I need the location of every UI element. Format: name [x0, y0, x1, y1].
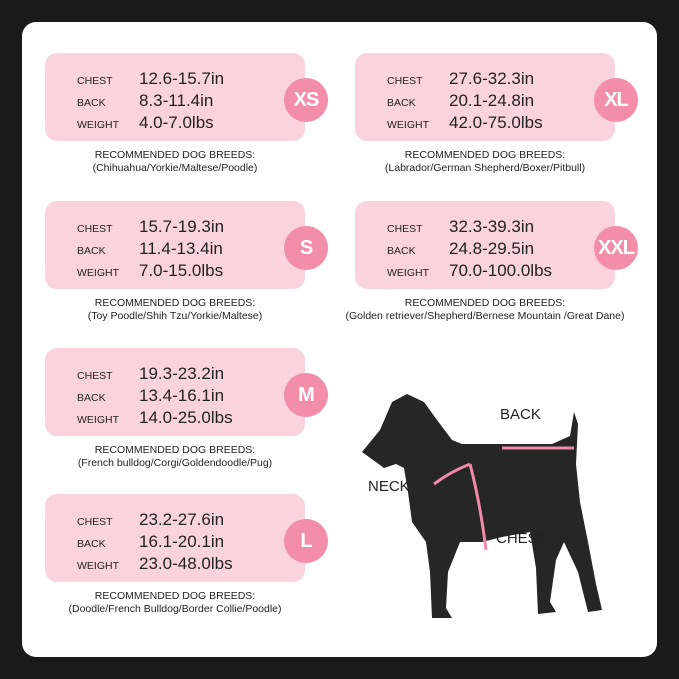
recommended-heading: RECOMMENDED DOG BREEDS:: [94, 590, 256, 602]
back-label: BACK: [77, 392, 106, 404]
chest-row: CHEST 27.6-32.3in: [387, 67, 597, 89]
back-value: 20.1-24.8in: [449, 91, 535, 110]
chest-value: 23.2-27.6in: [139, 510, 225, 529]
size-box: CHEST 12.6-15.7in BACK 8.3-11.4in WEIGHT 4.0-…: [45, 53, 305, 141]
chest-value: 27.6-32.3in: [449, 69, 535, 88]
chest-label: CHEST: [387, 223, 423, 235]
back-value: 11.4-13.4in: [139, 239, 223, 258]
recommended-heading: RECOMMENDED DOG BREEDS:: [404, 297, 566, 309]
weight-row: WEIGHT 7.0-15.0lbs: [77, 259, 287, 281]
chest-row: CHEST 19.3-23.2in: [77, 362, 287, 384]
chest-label: CHEST: [496, 530, 547, 547]
weight-value: 7.0-15.0lbs: [139, 261, 224, 280]
recommended-breeds: RECOMMENDED DOG BREEDS: (Toy Poodle/Shih …: [25, 297, 325, 323]
breeds-list: (Doodle/French Bulldog/Border Collie/Poo…: [68, 603, 282, 615]
weight-label: WEIGHT: [387, 267, 429, 279]
weight-row: WEIGHT 14.0-25.0lbs: [77, 406, 287, 428]
chest-value: 12.6-15.7in: [139, 69, 225, 88]
back-label: BACK: [77, 538, 106, 550]
recommended-heading: RECOMMENDED DOG BREEDS:: [94, 444, 256, 456]
weight-row: WEIGHT 23.0-48.0lbs: [77, 552, 287, 574]
recommended-heading: RECOMMENDED DOG BREEDS:: [94, 149, 256, 161]
weight-label: WEIGHT: [77, 267, 119, 279]
weight-label: WEIGHT: [77, 119, 119, 131]
back-label: BACK: [77, 97, 106, 109]
dog-silhouette: [362, 394, 602, 618]
back-value: 13.4-16.1in: [139, 386, 225, 405]
back-row: BACK 8.3-11.4in: [77, 89, 287, 111]
weight-value: 42.0-75.0lbs: [449, 113, 543, 132]
size-badge: XL: [594, 78, 638, 122]
size-badge: L: [284, 519, 328, 563]
back-row: BACK 11.4-13.4in: [77, 237, 287, 259]
size-box: CHEST 15.7-19.3in BACK 11.4-13.4in WEIGHT 7.0…: [45, 201, 305, 289]
chest-value: 19.3-23.2in: [139, 364, 225, 383]
chest-row: CHEST 32.3-39.3in: [387, 215, 597, 237]
chest-label: CHEST: [77, 223, 113, 235]
weight-value: 14.0-25.0lbs: [139, 408, 233, 427]
size-box: CHEST 19.3-23.2in BACK 13.4-16.1in WEIGHT 14.…: [45, 348, 305, 436]
size-box: CHEST 27.6-32.3in BACK 20.1-24.8in WEIGHT 42.…: [355, 53, 615, 141]
recommended-breeds: RECOMMENDED DOG BREEDS: (French bulldog/C…: [25, 444, 325, 470]
chest-label: CHEST: [77, 75, 113, 87]
recommended-heading: RECOMMENDED DOG BREEDS:: [94, 297, 256, 309]
size-chart-card: CHEST 12.6-15.7in BACK 8.3-11.4in WEIGHT 4.0-…: [22, 22, 657, 657]
chest-label: CHEST: [387, 75, 423, 87]
back-label: BACK: [387, 245, 416, 257]
size-badge: S: [284, 226, 328, 270]
breeds-list: (Toy Poodle/Shih Tzu/Yorkie/Maltese): [87, 310, 263, 322]
chest-label: CHEST: [77, 370, 113, 382]
breeds-list: (French bulldog/Corgi/Goldendoodle/Pug): [77, 457, 273, 469]
recommended-breeds: RECOMMENDED DOG BREEDS: (Doodle/French Bu…: [25, 590, 325, 616]
back-row: BACK 24.8-29.5in: [387, 237, 597, 259]
breeds-list: (Golden retriever/Shepherd/Bernese Mount…: [345, 310, 625, 322]
chest-row: CHEST 23.2-27.6in: [77, 508, 287, 530]
back-row: BACK 20.1-24.8in: [387, 89, 597, 111]
recommended-breeds: RECOMMENDED DOG BREEDS: (Labrador/German …: [335, 149, 635, 175]
size-box: CHEST 23.2-27.6in BACK 16.1-20.1in WEIGHT 23.…: [45, 494, 305, 582]
chest-label: CHEST: [77, 516, 113, 528]
back-row: BACK 13.4-16.1in: [77, 384, 287, 406]
back-value: 8.3-11.4in: [139, 91, 214, 110]
weight-label: WEIGHT: [387, 119, 429, 131]
breeds-list: (Chihuahua/Yorkie/Maltese/Poodle): [92, 162, 258, 174]
weight-row: WEIGHT 4.0-7.0lbs: [77, 111, 287, 133]
size-badge: M: [284, 373, 328, 417]
recommended-breeds: RECOMMENDED DOG BREEDS: (Chihuahua/Yorkie…: [25, 149, 325, 175]
chest-row: CHEST 12.6-15.7in: [77, 67, 287, 89]
back-label: BACK: [500, 406, 541, 423]
recommended-heading: RECOMMENDED DOG BREEDS:: [404, 149, 566, 161]
weight-value: 23.0-48.0lbs: [139, 554, 233, 573]
chest-row: CHEST 15.7-19.3in: [77, 215, 287, 237]
back-row: BACK 16.1-20.1in: [77, 530, 287, 552]
back-value: 24.8-29.5in: [449, 239, 535, 258]
recommended-breeds: RECOMMENDED DOG BREEDS: (Golden retriever…: [335, 297, 635, 323]
weight-label: WEIGHT: [77, 414, 119, 426]
chest-value: 15.7-19.3in: [139, 217, 225, 236]
weight-row: WEIGHT 70.0-100.0lbs: [387, 259, 597, 281]
neck-label: NECK: [368, 478, 410, 495]
weight-row: WEIGHT 42.0-75.0lbs: [387, 111, 597, 133]
back-value: 16.1-20.1in: [139, 532, 225, 551]
back-label: BACK: [77, 245, 106, 257]
size-box: CHEST 32.3-39.3in BACK 24.8-29.5in WEIGHT 70.…: [355, 201, 615, 289]
weight-value: 70.0-100.0lbs: [449, 261, 553, 280]
weight-value: 4.0-7.0lbs: [139, 113, 214, 132]
chest-value: 32.3-39.3in: [449, 217, 535, 236]
weight-label: WEIGHT: [77, 560, 119, 572]
size-badge: XXL: [594, 226, 638, 270]
breeds-list: (Labrador/German Shepherd/Boxer/Pitbull): [384, 162, 586, 174]
back-label: BACK: [387, 97, 416, 109]
size-badge: XS: [284, 78, 328, 122]
